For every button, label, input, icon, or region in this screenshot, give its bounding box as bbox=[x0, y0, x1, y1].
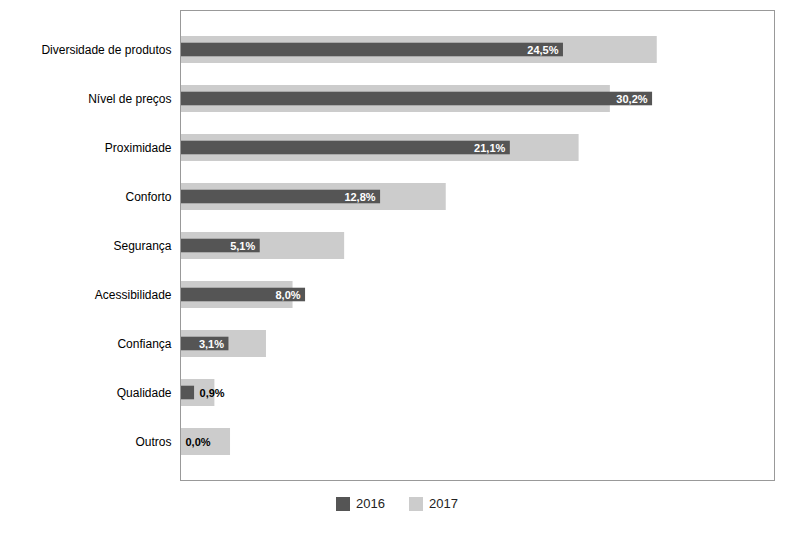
svg-text:Segurança: Segurança bbox=[113, 239, 171, 253]
svg-text:8,0%: 8,0% bbox=[275, 289, 300, 301]
svg-text:Outros: Outros bbox=[135, 435, 171, 449]
svg-text:5,1%: 5,1% bbox=[230, 240, 255, 252]
svg-text:Diversidade de produtos: Diversidade de produtos bbox=[41, 43, 171, 57]
svg-text:21,1%: 21,1% bbox=[474, 142, 505, 154]
svg-text:3,1%: 3,1% bbox=[199, 338, 224, 350]
svg-text:Proximidade: Proximidade bbox=[105, 141, 172, 155]
svg-text:Nível de preços: Nível de preços bbox=[88, 92, 171, 106]
svg-text:24,5%: 24,5% bbox=[527, 44, 558, 56]
svg-text:0,0%: 0,0% bbox=[186, 436, 211, 448]
svg-text:Conforto: Conforto bbox=[125, 190, 171, 204]
svg-text:30,2%: 30,2% bbox=[616, 93, 647, 105]
svg-text:0,9%: 0,9% bbox=[200, 387, 225, 399]
svg-text:12,8%: 12,8% bbox=[344, 191, 375, 203]
svg-text:Acessibilidade: Acessibilidade bbox=[95, 288, 172, 302]
svg-text:Confiança: Confiança bbox=[117, 337, 171, 351]
html-text:2016: 2016 bbox=[356, 496, 385, 511]
svg-text:Qualidade: Qualidade bbox=[117, 386, 172, 400]
html-text:2017: 2017 bbox=[429, 496, 458, 511]
